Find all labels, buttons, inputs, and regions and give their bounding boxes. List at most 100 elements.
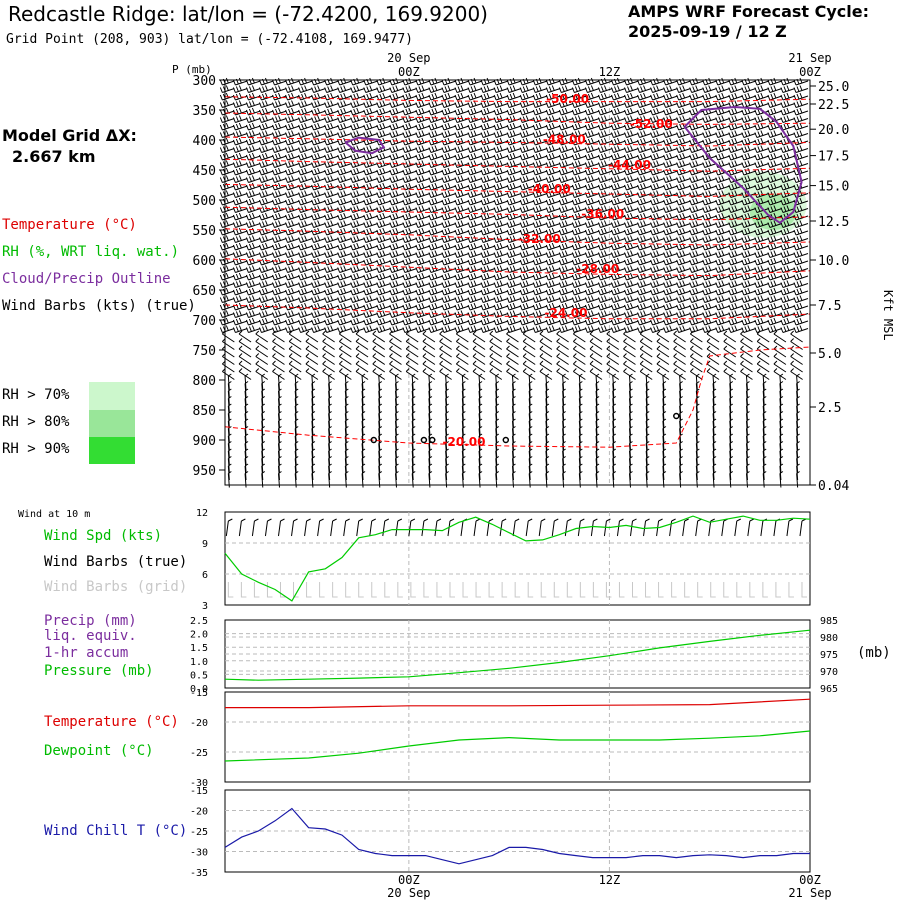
wind-barb [258, 287, 274, 296]
wind-barb [506, 287, 522, 296]
surface-wind-barb-true [564, 518, 572, 537]
wind-barb [363, 145, 378, 153]
wind-barb [298, 235, 313, 243]
wind-barb [637, 100, 652, 108]
wind-barb [272, 317, 287, 326]
wind-barb [402, 85, 418, 93]
wind-barb [624, 92, 639, 101]
wind-barb [402, 152, 418, 161]
wind-barb [715, 325, 730, 333]
wind-barb [258, 250, 274, 258]
calm-wind-circle [429, 436, 436, 444]
wind-barb [493, 182, 509, 191]
wind-barb [232, 272, 248, 281]
wind-barb [298, 115, 313, 123]
surface-wind-barb-grid [423, 582, 429, 598]
wind-barb [415, 302, 431, 311]
wind-barb [389, 100, 404, 108]
wind-barb [285, 265, 300, 273]
wind-barb [285, 280, 300, 288]
wind-barb [245, 257, 261, 266]
wind-barb [311, 205, 326, 213]
wind-barb [272, 280, 287, 288]
wind-barb [232, 295, 248, 303]
wind-barb [285, 212, 300, 221]
wind-barb [728, 92, 743, 101]
wind-barb [676, 280, 691, 288]
wind-barb [532, 317, 548, 326]
wind-barb [597, 160, 613, 168]
wind-barb [324, 130, 339, 138]
wind-barb [350, 122, 365, 131]
wind-panel-tick-label: 9 [202, 539, 208, 550]
wind-barb [754, 257, 770, 266]
pressure-axis-tick-label: 985 [820, 616, 838, 627]
wind-barb [350, 130, 365, 138]
wind-barb [624, 122, 639, 131]
wind-barb [754, 115, 770, 123]
wind-barb [322, 360, 335, 373]
wind-barb [428, 250, 444, 258]
wind-barb [285, 190, 300, 198]
wind-barb [663, 235, 678, 243]
surface-wind-barb-true [616, 518, 624, 537]
wind-barb [728, 242, 743, 251]
wind-barb [545, 220, 561, 228]
wind-barb [702, 302, 717, 311]
wind-barb [219, 220, 235, 228]
wind-barb [650, 302, 665, 311]
wind-barb [324, 160, 339, 168]
wind-barb [324, 85, 339, 93]
wind-barb [238, 345, 252, 358]
wind-barb [428, 220, 444, 228]
wind-barb [480, 197, 496, 206]
wind-barb [584, 107, 600, 116]
wind-barb [219, 235, 235, 243]
wind-barb [715, 302, 730, 311]
wind-barb [376, 310, 391, 318]
wind-barb [767, 272, 783, 281]
wind-barb [311, 190, 326, 198]
wind-barb [415, 295, 431, 303]
wind-barb [610, 287, 626, 296]
wind-barb [715, 220, 730, 228]
wind-barb [245, 197, 261, 206]
wind-barb [673, 330, 686, 343]
wind-barb [780, 77, 796, 86]
wind-barb [219, 160, 235, 168]
wind-barb [610, 85, 626, 93]
wind-barb [702, 287, 717, 296]
wind-barb [728, 122, 743, 131]
wind-barb [219, 272, 235, 281]
wind-barb [219, 197, 235, 206]
wind-barb [624, 107, 639, 116]
wind-barb [389, 250, 404, 258]
wind-barb [780, 122, 796, 131]
wind-barb [441, 250, 457, 258]
wind-barb [363, 175, 378, 183]
wind-barb [455, 353, 469, 365]
wind-barb [298, 107, 313, 116]
wind-barb [232, 152, 248, 161]
wind-barb [350, 175, 365, 183]
surface-wind-barb-grid [240, 582, 247, 598]
wind-barb [741, 197, 756, 206]
wind-barb [389, 325, 404, 333]
wind-barb [506, 338, 519, 350]
wind-barb [676, 182, 691, 191]
wind-barb [467, 280, 483, 288]
wind-barb [245, 85, 261, 93]
wind-barb [545, 212, 561, 221]
wind-barb [584, 302, 600, 311]
wind-barb [556, 345, 569, 358]
surface-wind-barb-true [317, 518, 324, 537]
wind-barb [467, 295, 483, 303]
legend-wind-barbs: Wind Barbs (kts) (true) [2, 298, 196, 314]
wind-barb [467, 257, 483, 266]
wind-barb [650, 182, 665, 191]
wind-barb [258, 175, 274, 183]
wind-barb [337, 107, 352, 116]
wind-barb [676, 85, 691, 93]
wind-barb [245, 205, 261, 213]
surface-wind-barb-grid [488, 582, 495, 598]
